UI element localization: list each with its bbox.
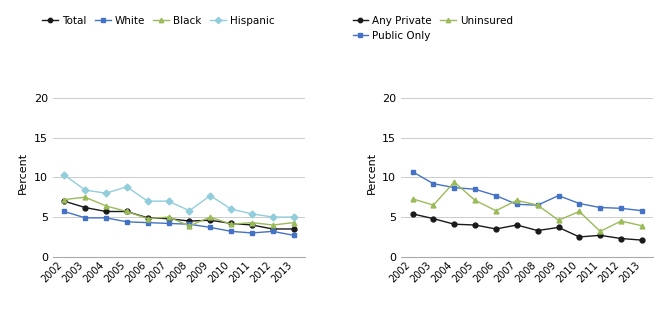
Hispanic (81, 188, 89, 192)
Any Private (450, 222, 458, 226)
Total (123, 210, 131, 213)
Total (81, 205, 89, 209)
Total (60, 199, 68, 203)
Total (102, 210, 110, 213)
Hispanic (60, 173, 68, 177)
Uninsured (554, 218, 562, 222)
Black (269, 223, 277, 227)
White (60, 210, 68, 213)
Hispanic (207, 194, 215, 197)
Black (164, 215, 172, 219)
Hispanic (269, 215, 277, 219)
Any Private (471, 223, 479, 227)
Black (290, 221, 298, 225)
Black (227, 222, 235, 226)
Uninsured (638, 224, 646, 228)
Public Only (576, 202, 583, 205)
Public Only (471, 187, 479, 191)
Public Only (638, 209, 646, 213)
Black (123, 210, 131, 213)
Black (144, 217, 152, 221)
White (248, 231, 256, 235)
Any Private (576, 235, 583, 239)
Uninsured (450, 180, 458, 184)
Any Private (430, 217, 438, 221)
Uninsured (596, 230, 604, 233)
Total (290, 227, 298, 231)
White (227, 230, 235, 233)
Any Private (513, 223, 521, 227)
Hispanic (185, 209, 193, 213)
Total (207, 218, 215, 222)
Black (60, 198, 68, 202)
White (269, 230, 277, 233)
Total (185, 219, 193, 223)
Any Private (492, 227, 500, 231)
Total (164, 217, 172, 221)
Public Only (596, 205, 604, 209)
Line: Black: Black (62, 195, 296, 228)
Line: Any Private: Any Private (410, 212, 644, 243)
Public Only (554, 194, 562, 197)
Any Private (638, 238, 646, 242)
Uninsured (617, 219, 625, 223)
White (185, 222, 193, 226)
Line: Hispanic: Hispanic (62, 172, 296, 220)
Uninsured (409, 197, 416, 201)
Total (269, 227, 277, 231)
Hispanic (227, 207, 235, 211)
Any Private (554, 225, 562, 229)
Line: Public Only: Public Only (410, 169, 644, 213)
Line: Uninsured: Uninsured (410, 180, 644, 234)
Public Only (409, 170, 416, 174)
Any Private (409, 212, 416, 216)
Hispanic (102, 191, 110, 195)
Public Only (492, 194, 500, 197)
Any Private (617, 237, 625, 240)
Any Private (534, 229, 542, 232)
Black (185, 224, 193, 228)
Public Only (617, 206, 625, 210)
Hispanic (144, 199, 152, 203)
Uninsured (430, 203, 438, 207)
Total (248, 223, 256, 227)
Black (207, 215, 215, 219)
White (207, 225, 215, 229)
Hispanic (248, 212, 256, 216)
Public Only (513, 203, 521, 206)
Black (102, 204, 110, 208)
White (81, 216, 89, 220)
Public Only (430, 182, 438, 186)
Public Only (450, 186, 458, 190)
Uninsured (534, 203, 542, 207)
Public Only (534, 203, 542, 207)
Legend: Any Private, Public Only, Uninsured: Any Private, Public Only, Uninsured (348, 12, 517, 45)
Uninsured (576, 210, 583, 213)
White (144, 221, 152, 225)
Total (227, 221, 235, 225)
White (290, 233, 298, 237)
Uninsured (492, 209, 500, 213)
White (123, 220, 131, 224)
Hispanic (123, 185, 131, 189)
Line: Total: Total (62, 199, 296, 231)
Total (144, 216, 152, 220)
Y-axis label: Percent: Percent (366, 152, 376, 195)
Uninsured (471, 198, 479, 202)
Black (81, 195, 89, 199)
Any Private (596, 233, 604, 237)
Y-axis label: Percent: Percent (18, 152, 28, 195)
Hispanic (290, 215, 298, 219)
Hispanic (164, 199, 172, 203)
White (164, 221, 172, 225)
Black (248, 221, 256, 225)
Legend: Total, White, Black, Hispanic: Total, White, Black, Hispanic (38, 12, 279, 30)
White (102, 216, 110, 220)
Line: White: White (62, 209, 296, 238)
Uninsured (513, 198, 521, 202)
